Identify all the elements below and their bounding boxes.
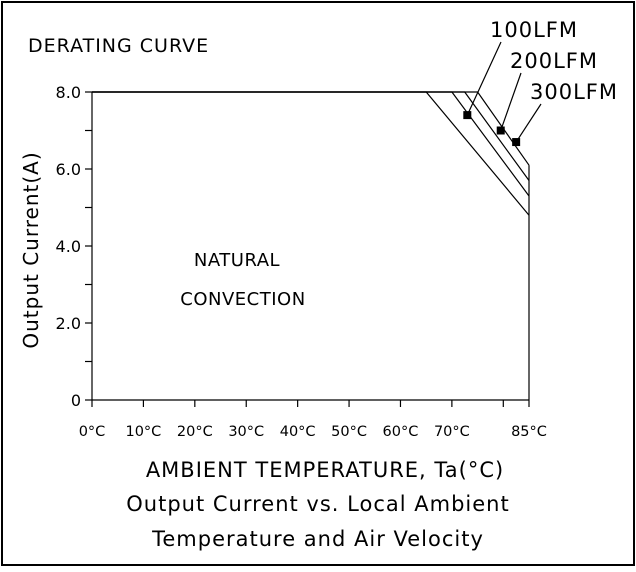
caption-line-1: Output Current vs. Local Ambient xyxy=(126,492,509,516)
annotation-convection: CONVECTION xyxy=(180,289,305,310)
x-tick-label: 20°C xyxy=(177,424,213,440)
x-axis-label: AMBIENT TEMPERATURE, Ta(°C) xyxy=(146,458,504,482)
y-axis-label: Output Current(A) xyxy=(19,151,43,348)
chart-title: DERATING CURVE xyxy=(28,35,209,57)
leader-line-200lfm xyxy=(500,72,522,131)
caption-line-2: Temperature and Air Velocity xyxy=(151,527,484,551)
leader-line-100lfm xyxy=(466,41,502,116)
x-tick-label: 40°C xyxy=(280,424,316,440)
x-tick-label: 10°C xyxy=(125,424,161,440)
annotation-natural: NATURAL xyxy=(194,250,280,271)
legend-label-200lfm: 200LFM xyxy=(510,49,598,73)
series-line-100lfm xyxy=(92,91,530,197)
plot-area: 0 2.0 4.0 6.0 8.0 0°C 10°C 20°C 30°C 40°C 50°C 60°C… xyxy=(56,41,547,440)
y-tick-label: 0 xyxy=(71,391,81,410)
x-tick-label: 50°C xyxy=(331,424,367,440)
y-tick-label: 6.0 xyxy=(56,160,81,179)
y-tick-label: 8.0 xyxy=(56,83,81,102)
y-tick-label: 2.0 xyxy=(56,314,81,333)
series-line-natural-convection xyxy=(92,91,530,216)
series-line-300lfm xyxy=(92,91,530,166)
x-tick-label: 60°C xyxy=(383,424,419,440)
x-tick-label: 0°C xyxy=(79,424,106,440)
legend-label-300lfm: 300LFM xyxy=(530,80,618,104)
x-tick-label: 70°C xyxy=(434,424,470,440)
leader-line-300lfm xyxy=(515,103,542,143)
x-tick-label: 30°C xyxy=(228,424,264,440)
legend-label-100lfm: 100LFM xyxy=(490,18,578,42)
y-tick-label: 4.0 xyxy=(56,237,81,256)
x-tick-label: 85°C xyxy=(511,424,547,440)
